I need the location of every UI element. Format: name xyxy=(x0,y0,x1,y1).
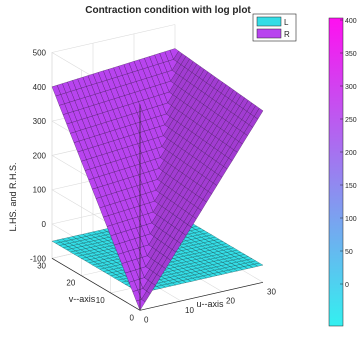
surface-R xyxy=(51,48,264,311)
legend-swatch-R xyxy=(256,28,282,39)
colorbar-tick-label: 350 xyxy=(345,51,357,58)
x-axis-label: u--axis xyxy=(196,299,224,309)
z-tick-label: 0 xyxy=(42,220,47,229)
x-tick-label: 30 xyxy=(267,287,276,296)
z-tick-label: 300 xyxy=(33,117,47,126)
colorbar-tick-label: 250 xyxy=(345,117,357,124)
z-tick-label: 400 xyxy=(33,83,47,92)
y-tick-label: 20 xyxy=(66,279,75,288)
colorbar-tick-label: 300 xyxy=(345,84,357,91)
legend-label-R: R xyxy=(284,30,290,39)
y-tick-label: 10 xyxy=(96,296,105,305)
y-tick-label: 0 xyxy=(130,313,135,322)
colorbar xyxy=(328,17,344,327)
z-tick-label: 100 xyxy=(33,186,47,195)
colorbar-tick-label: 200 xyxy=(345,150,357,157)
legend-swatch-L xyxy=(256,16,282,27)
z-tick-label: 500 xyxy=(33,49,47,58)
x-tick-label: 10 xyxy=(185,306,194,315)
colorbar-tick-label: 100 xyxy=(345,216,357,223)
x-tick-label: 20 xyxy=(226,297,235,306)
y-tick-label: 30 xyxy=(37,261,46,270)
z-axis-label: L.HS. and R.H.S. xyxy=(8,162,18,231)
chart-title: Contraction condition with log plot xyxy=(85,5,251,16)
z-tick-label: -100 xyxy=(30,254,47,263)
colorbar-tick-label: 50 xyxy=(345,249,353,256)
colorbar-tick-label: 400 xyxy=(345,18,357,25)
x-tick-label: 0 xyxy=(144,315,149,324)
y-axis-label: v--axis xyxy=(69,294,96,304)
colorbar-tick-label: 150 xyxy=(345,183,357,190)
colorbar-tick-label: 0 xyxy=(345,282,349,289)
z-tick-label: 200 xyxy=(33,151,47,160)
colorbar-ticks: 400 350 300 250 200 150 100 50 0 xyxy=(340,18,357,289)
legend-label-L: L xyxy=(284,18,289,27)
legend: L R xyxy=(252,13,297,42)
